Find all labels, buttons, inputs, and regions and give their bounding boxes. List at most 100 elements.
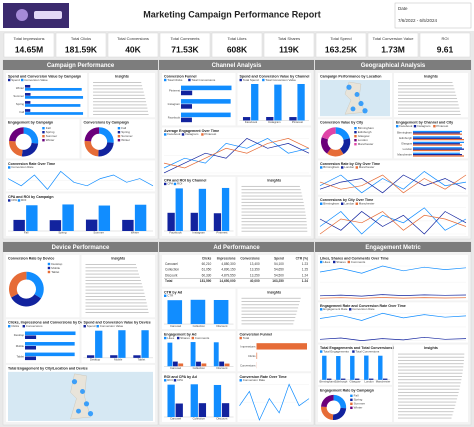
bar: [256, 343, 307, 350]
text-line: [85, 308, 149, 310]
bar: [413, 141, 464, 143]
bar: [178, 363, 184, 367]
category-label: Manchester: [397, 152, 412, 156]
category-label: Instagram: [268, 120, 281, 124]
line-series: [319, 265, 467, 274]
table-cell: 1.23: [302, 262, 308, 266]
legend-swatch: [239, 336, 242, 340]
legend-swatch: [164, 294, 167, 297]
map-bubble: [358, 100, 364, 107]
text-line: [93, 94, 145, 96]
legend-swatch: [333, 260, 336, 264]
category-label: Glasgow: [401, 142, 413, 146]
legend-label: Likes: [323, 260, 331, 264]
section-header: [315, 242, 471, 252]
legend-label: ROI: [167, 378, 173, 382]
legend-label: Mobile: [51, 266, 60, 270]
text-line: [93, 114, 149, 115]
bar: [25, 112, 84, 115]
table-header: Spend: [274, 257, 284, 261]
legend-swatch: [22, 325, 25, 328]
text-line: [241, 317, 296, 318]
legend-swatch: [8, 166, 11, 169]
date-range[interactable]: 7/6/2022 - 6/5/2024: [398, 18, 438, 23]
table-header: Impressions: [217, 257, 236, 261]
text-line: [398, 417, 452, 419]
kpi-card: [107, 32, 159, 58]
text-line: [398, 366, 464, 368]
line-series: [319, 297, 467, 299]
text-line: [241, 323, 294, 325]
legend-swatch: [17, 199, 21, 202]
legend-label: Facebook: [167, 132, 181, 136]
section-header: [159, 60, 314, 70]
section-title: Ad Performance: [213, 245, 260, 251]
text-line: [93, 91, 144, 93]
category-label: Pinterest: [169, 88, 180, 92]
map-bubble: [76, 408, 81, 414]
map-land: [344, 81, 366, 115]
legend-label: Spend: [11, 78, 20, 82]
legend-label: Conversion Rate: [352, 307, 375, 311]
section-header: [315, 60, 471, 70]
kpi-card: [55, 32, 107, 58]
category-label: Fall: [19, 110, 24, 114]
legend-label: Tablet: [51, 270, 59, 274]
text-line: [241, 224, 307, 226]
bar: [242, 117, 251, 121]
legend-swatch: [42, 127, 45, 130]
category-label: Mobile: [114, 358, 123, 362]
legend-swatch: [173, 379, 177, 382]
bar: [95, 330, 103, 358]
panel-title: Insights: [267, 178, 281, 182]
bar: [98, 205, 111, 231]
bar: [413, 130, 462, 133]
date-filter[interactable]: [394, 2, 472, 29]
legend-label: Manchester: [359, 202, 375, 206]
table-cell: 13,350: [250, 268, 260, 272]
legend-swatch: [191, 336, 194, 340]
legend-label: Spring: [354, 398, 363, 402]
bar: [25, 345, 37, 350]
panel: [318, 302, 468, 343]
panel-title: CTR by Ad: [164, 290, 182, 294]
panel-title: Average Engagement Over Time: [164, 129, 219, 133]
panel-title: Conversion Rate by City Over Time: [320, 162, 380, 166]
text-line: [241, 208, 305, 210]
map-bubble: [354, 92, 360, 97]
text-line: [241, 198, 303, 200]
bar: [413, 147, 462, 149]
donut-slice: [9, 140, 23, 157]
legend-label: Manchester: [359, 165, 375, 169]
panel: [6, 160, 155, 192]
kpi-label: Total Spend: [330, 36, 351, 41]
legend-swatch: [181, 133, 185, 136]
category-label: Conversions: [240, 363, 256, 367]
donut-slice: [333, 394, 347, 409]
bar: [369, 378, 374, 380]
legend-label: Glasgow: [358, 134, 371, 138]
text-line: [398, 85, 454, 87]
bar: [25, 331, 76, 336]
bar: [413, 136, 460, 138]
category-label: Edinburgh: [399, 136, 412, 140]
line-series: [319, 336, 467, 341]
bar: [274, 84, 282, 121]
table-cell: 60,330: [202, 273, 212, 277]
text-line: [398, 411, 454, 413]
bar: [172, 361, 178, 367]
legend-label: Shares: [180, 336, 190, 340]
kpi-label: ROI: [441, 36, 448, 41]
bar: [413, 143, 460, 145]
category-label: Tablet: [17, 354, 25, 358]
text-line: [241, 221, 307, 223]
bar: [413, 152, 460, 154]
legend-label: Pinterest: [436, 124, 448, 128]
panel-title: Spend and Conversion Value by Device: [84, 321, 151, 325]
panel-title: Insights: [115, 74, 129, 78]
legend-label: Engagement Rate: [323, 307, 348, 311]
kpi-card: [263, 32, 315, 58]
legend-label: Total Conversion Value: [265, 78, 296, 82]
bar: [167, 212, 175, 231]
bar: [341, 378, 346, 380]
